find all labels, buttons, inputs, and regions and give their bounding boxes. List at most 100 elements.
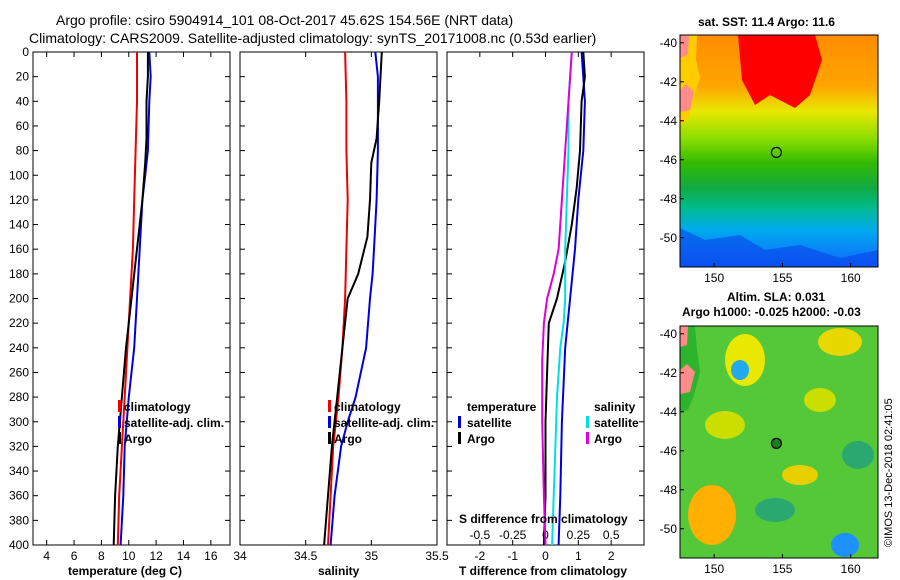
difference-legend-salinity: salinity satellite Argo xyxy=(586,400,639,446)
legend-title-salinity: salinity xyxy=(594,400,636,414)
legend-label-climatology: climatology xyxy=(334,400,401,414)
legend-swatch-climatology xyxy=(328,400,331,412)
sla-positive-anomaly xyxy=(705,411,745,439)
sst-map-axes: 150 155 160 -40 -42 -44 -46 -48 -50 xyxy=(660,36,861,285)
x-tick-label: -2 xyxy=(474,549,485,563)
sla-map-subtitle: Argo h1000: -0.025 h2000: -0.03 xyxy=(682,305,861,319)
x-tick-label: 4 xyxy=(43,549,50,563)
map-x-tick-label: 160 xyxy=(841,271,861,285)
x-tick-label: 16 xyxy=(204,549,218,563)
x-tick-label: -1 xyxy=(507,549,518,563)
legend-swatch-argo xyxy=(328,432,331,444)
difference-top-x-label: S difference from climatology xyxy=(459,512,628,526)
temperature-legend: climatology satellite-adj. clim. Argo xyxy=(118,400,224,446)
difference-series xyxy=(541,51,586,546)
title-line-1: Argo profile: csiro 5904914_101 08-Oct-2… xyxy=(56,12,513,28)
top-x-tick-label: -0.25 xyxy=(499,528,527,542)
top-x-tick-label: -0.5 xyxy=(469,528,490,542)
map-x-tick-label: 155 xyxy=(772,271,792,285)
sla-land-tasmania xyxy=(680,364,695,394)
x-tick-label: 0 xyxy=(542,549,549,563)
map-y-tick-label: -50 xyxy=(660,231,678,245)
sla-positive-anomaly xyxy=(818,328,862,356)
sla-map-frame xyxy=(679,325,879,559)
sst-warm-core xyxy=(738,35,822,108)
depth-tick-label: 100 xyxy=(9,168,29,182)
sla-positive-anomaly xyxy=(804,388,836,412)
map-y-tick-label: -40 xyxy=(660,327,678,341)
depth-tick-label: 300 xyxy=(9,415,29,429)
title-line-2: Climatology: CARS2009. Satellite-adjuste… xyxy=(29,30,596,46)
depth-tick-label: 240 xyxy=(9,341,29,355)
sla-negative-anomaly xyxy=(755,498,795,522)
depth-tick-label: 400 xyxy=(9,538,29,552)
sla-positive-anomaly xyxy=(782,465,818,485)
temperature-panel: 0 20 40 60 80 100 120 140 160 180 200 220 240 260 280 3… xyxy=(9,45,231,578)
depth-axis: 0 20 40 60 80 100 120 140 160 180 200 220 240 260 280 3… xyxy=(9,45,29,552)
difference-x-axis: -2 -1 0 1 2-0.5 -0.25 0 0.25 0.5 xyxy=(447,51,644,563)
series-line-salinity-argo xyxy=(541,51,573,546)
sla-land-mainland xyxy=(680,326,688,347)
series-line-climatology xyxy=(116,52,138,546)
legend-swatch-temp-argo xyxy=(458,432,461,444)
sla-map-panel: Altim. SLA: 0.031 Argo h1000: -0.025 h20… xyxy=(660,290,879,576)
legend-swatch-temp-satellite xyxy=(458,416,461,428)
depth-tick-label: 40 xyxy=(16,94,30,108)
difference-legend-temperature: temperature satellite Argo xyxy=(458,400,537,446)
map-y-tick-label: -40 xyxy=(660,36,678,50)
salinity-x-axis: 34 34.5 35 35.5 xyxy=(233,51,449,563)
depth-tick-label: 140 xyxy=(9,218,29,232)
top-x-tick-label: 0.25 xyxy=(567,528,591,542)
sla-positive-anomaly xyxy=(688,485,736,545)
x-tick-label: 12 xyxy=(149,549,163,563)
sst-cold-patches xyxy=(680,228,878,267)
salinity-series xyxy=(323,51,383,546)
depth-tick-label: 360 xyxy=(9,489,29,503)
x-tick-label: 35.5 xyxy=(425,549,449,563)
temperature-x-label: temperature (deg C) xyxy=(68,564,182,578)
legend-label-argo: Argo xyxy=(334,432,362,446)
legend-swatch-sal-satellite xyxy=(586,416,589,428)
series-line-temperature-satellite xyxy=(557,51,586,546)
x-tick-label: 6 xyxy=(71,549,78,563)
sla-map-axes: 150 155 160 -40 -42 -44 -46 -48 -50 xyxy=(660,327,861,576)
legend-title-temperature: temperature xyxy=(467,400,537,414)
legend-swatch-sal-argo xyxy=(586,432,589,444)
depth-tick-label: 220 xyxy=(9,316,29,330)
map-x-tick-label: 150 xyxy=(704,562,724,576)
map-y-tick-label: -48 xyxy=(660,192,678,206)
depth-tick-label: 320 xyxy=(9,439,29,453)
argo-location-marker xyxy=(770,437,783,449)
depth-tick-label: 0 xyxy=(22,45,29,59)
map-x-tick-label: 155 xyxy=(772,562,792,576)
difference-x-label: T difference from climatology xyxy=(459,564,627,578)
legend-swatch-argo xyxy=(118,432,121,444)
series-line-satellite-adj-clim- xyxy=(119,51,152,546)
legend-label-climatology: climatology xyxy=(124,400,191,414)
depth-tick-label: 80 xyxy=(16,144,30,158)
x-tick-label: 14 xyxy=(177,549,191,563)
sla-map-title: Altim. SLA: 0.031 xyxy=(727,290,825,304)
depth-tick-label: 340 xyxy=(9,464,29,478)
depth-tick-label: 160 xyxy=(9,242,29,256)
sst-map-title: sat. SST: 11.4 Argo: 11.6 xyxy=(698,15,835,29)
map-y-tick-label: -44 xyxy=(660,405,678,419)
depth-tick-label: 60 xyxy=(16,119,30,133)
legend-label-sal-argo: Argo xyxy=(594,432,622,446)
map-y-tick-label: -46 xyxy=(660,153,678,167)
depth-tick-label: 20 xyxy=(16,70,30,84)
legend-label-satellite: satellite-adj. clim. xyxy=(334,416,434,430)
legend-label-satellite: satellite-adj. clim. xyxy=(124,416,224,430)
x-tick-label: 10 xyxy=(122,549,136,563)
legend-swatch-climatology xyxy=(118,400,121,412)
sst-land-mainland xyxy=(680,35,689,58)
top-x-tick-label: 0.5 xyxy=(603,528,620,542)
sla-negative-anomaly xyxy=(831,533,859,557)
salinity-x-label: salinity xyxy=(318,564,360,578)
temperature-x-axis: 4 6 8 10 12 14 16 xyxy=(33,51,230,563)
sla-negative-anomaly xyxy=(842,441,874,469)
map-y-tick-label: -42 xyxy=(660,75,678,89)
depth-tick-label: 280 xyxy=(9,390,29,404)
sst-land-tasmania xyxy=(680,84,694,112)
